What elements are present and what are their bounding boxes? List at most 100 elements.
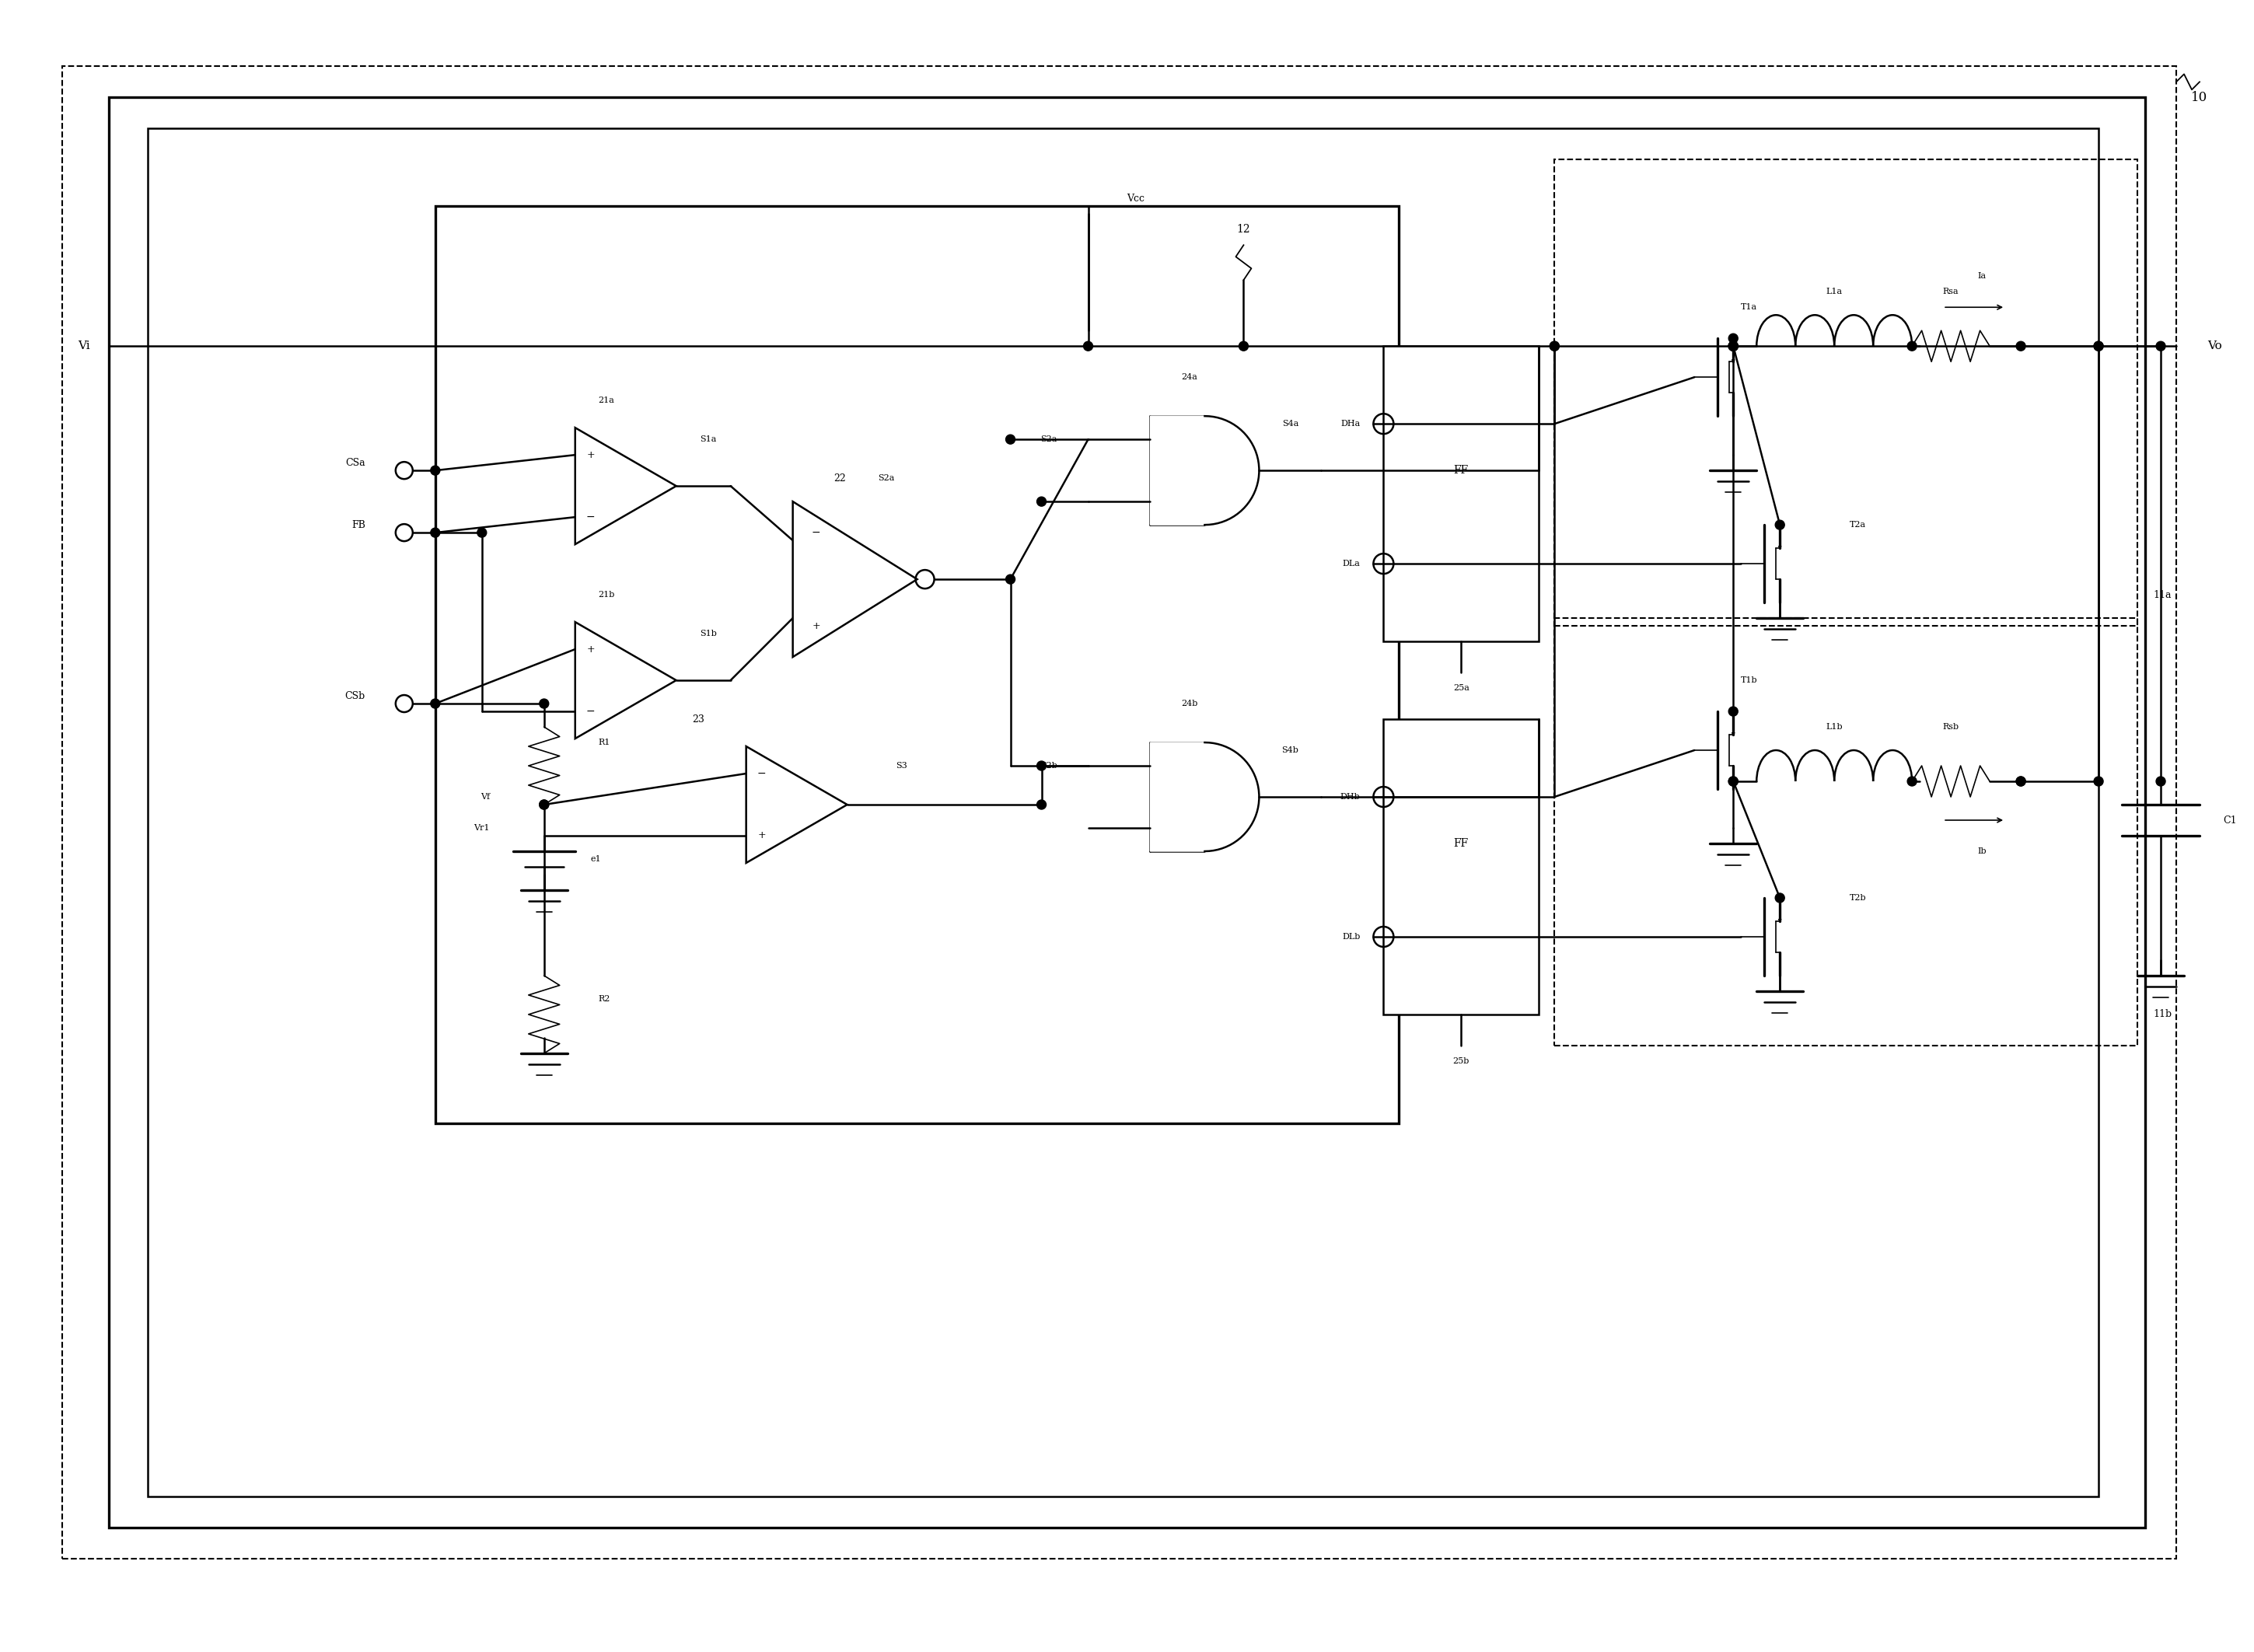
Text: S3: S3 xyxy=(895,762,908,770)
Bar xyxy=(108,97,2146,1528)
Text: 11a: 11a xyxy=(2153,590,2171,600)
Circle shape xyxy=(431,529,440,537)
Circle shape xyxy=(1005,434,1014,444)
Text: 10: 10 xyxy=(2191,91,2209,104)
Circle shape xyxy=(2015,776,2026,786)
Text: 24a: 24a xyxy=(1181,373,1197,382)
Circle shape xyxy=(1037,800,1046,809)
Circle shape xyxy=(1240,342,1249,350)
Text: DLb: DLb xyxy=(1341,933,1359,940)
Text: +: + xyxy=(811,621,820,631)
Text: DHb: DHb xyxy=(1341,793,1359,801)
Text: R1: R1 xyxy=(600,738,611,747)
Text: FF: FF xyxy=(1454,464,1470,476)
Circle shape xyxy=(1037,497,1046,506)
Text: FB: FB xyxy=(352,520,365,530)
Circle shape xyxy=(1729,776,1738,786)
Text: +: + xyxy=(757,831,766,841)
Polygon shape xyxy=(575,428,676,544)
Text: FF: FF xyxy=(1454,838,1470,849)
Circle shape xyxy=(2094,342,2103,350)
Text: Rsa: Rsa xyxy=(1943,287,1959,296)
Text: Vcc: Vcc xyxy=(1127,193,1145,203)
Circle shape xyxy=(1729,334,1738,344)
Text: Ia: Ia xyxy=(1977,273,1986,281)
Circle shape xyxy=(2094,776,2103,786)
Text: 22: 22 xyxy=(834,472,845,484)
Circle shape xyxy=(1776,520,1785,530)
Circle shape xyxy=(478,529,487,537)
Text: −: − xyxy=(586,705,595,717)
Text: 25b: 25b xyxy=(1454,1057,1470,1066)
Circle shape xyxy=(2157,776,2166,786)
Text: T2b: T2b xyxy=(1851,894,1866,902)
Text: C1: C1 xyxy=(2222,814,2236,826)
Circle shape xyxy=(1084,342,1093,350)
Text: Vi: Vi xyxy=(77,340,90,352)
Text: T2a: T2a xyxy=(1851,520,1866,529)
Circle shape xyxy=(1729,707,1738,715)
Circle shape xyxy=(2094,342,2103,350)
Circle shape xyxy=(2157,342,2166,350)
Bar xyxy=(149,129,2098,1497)
Polygon shape xyxy=(793,502,917,657)
Circle shape xyxy=(1551,342,1560,350)
Text: S1a: S1a xyxy=(699,436,717,443)
Bar xyxy=(1384,347,1539,641)
Circle shape xyxy=(2015,342,2026,350)
Circle shape xyxy=(1729,342,1738,350)
Circle shape xyxy=(539,699,548,709)
Circle shape xyxy=(431,699,440,709)
Text: CSb: CSb xyxy=(345,691,365,700)
Polygon shape xyxy=(1150,742,1260,851)
Text: +: + xyxy=(586,644,595,654)
Text: Ib: Ib xyxy=(1977,847,1986,856)
Text: 21a: 21a xyxy=(597,396,615,405)
Polygon shape xyxy=(575,623,676,738)
Text: CSa: CSa xyxy=(345,458,365,468)
Bar xyxy=(1555,160,2137,626)
Text: R2: R2 xyxy=(600,995,611,1003)
Text: 23: 23 xyxy=(692,714,703,724)
Text: 12: 12 xyxy=(1237,225,1251,235)
Circle shape xyxy=(1729,342,1738,350)
Circle shape xyxy=(1005,575,1014,583)
Circle shape xyxy=(2015,776,2026,786)
Circle shape xyxy=(1907,342,1916,350)
Text: −: − xyxy=(757,768,766,780)
Bar xyxy=(1555,618,2137,1046)
Text: T1a: T1a xyxy=(1740,304,1758,311)
Circle shape xyxy=(1729,342,1738,350)
Circle shape xyxy=(1729,342,1738,350)
Text: +: + xyxy=(586,449,595,459)
Text: S4b: S4b xyxy=(1283,747,1298,753)
Polygon shape xyxy=(1150,416,1260,525)
Circle shape xyxy=(431,466,440,476)
Text: T1b: T1b xyxy=(1740,676,1758,684)
Text: −: − xyxy=(586,512,595,522)
Text: 24b: 24b xyxy=(1181,700,1197,707)
Text: e1: e1 xyxy=(591,856,602,862)
Text: Rsb: Rsb xyxy=(1943,724,1959,730)
Text: 11b: 11b xyxy=(2153,1009,2171,1019)
Text: Vf: Vf xyxy=(480,793,489,801)
Text: DHa: DHa xyxy=(1341,420,1359,428)
Circle shape xyxy=(539,800,548,809)
Circle shape xyxy=(1776,894,1785,902)
Circle shape xyxy=(1729,776,1738,786)
Text: S1b: S1b xyxy=(699,629,717,638)
Text: DLa: DLa xyxy=(1343,560,1359,568)
Circle shape xyxy=(1729,342,1738,350)
Text: Vo: Vo xyxy=(2207,340,2222,352)
Text: S2a: S2a xyxy=(877,474,895,482)
Text: −: − xyxy=(811,527,820,539)
Circle shape xyxy=(539,800,548,809)
Text: 21b: 21b xyxy=(597,591,615,598)
Text: 25a: 25a xyxy=(1454,684,1470,692)
Text: L1a: L1a xyxy=(1826,287,1842,296)
Text: Vr1: Vr1 xyxy=(473,824,489,833)
Text: L1b: L1b xyxy=(1826,724,1844,730)
Circle shape xyxy=(1551,342,1560,350)
Bar xyxy=(1384,719,1539,1014)
Circle shape xyxy=(1037,762,1046,770)
